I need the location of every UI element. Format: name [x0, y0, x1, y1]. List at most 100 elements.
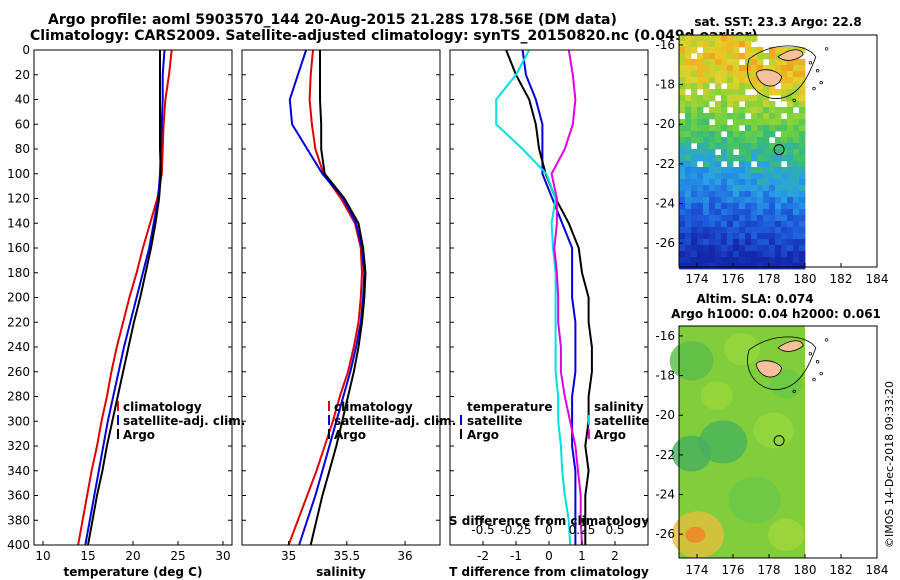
- sst-cell: [709, 161, 716, 168]
- island-viti-levu: [755, 360, 783, 378]
- sst-cell: [799, 197, 806, 204]
- y-tick-label: -24: [655, 488, 675, 502]
- sst-cell: [769, 131, 776, 138]
- sst-cell: [715, 233, 722, 240]
- sst-cell: [733, 77, 740, 84]
- sst-cell: [739, 143, 746, 150]
- sst-cell: [691, 263, 698, 270]
- sst-cell: [685, 197, 692, 204]
- sst-cell: [745, 167, 752, 174]
- sst-cell: [793, 191, 800, 198]
- sst-cell: [799, 95, 806, 102]
- sst-cell: [775, 263, 782, 270]
- sst-cell: [709, 125, 716, 132]
- sst-cell: [691, 155, 698, 162]
- sst-cell: [757, 95, 764, 102]
- sst-cell: [799, 239, 806, 246]
- sst-cell: [751, 113, 758, 120]
- sst-cell: [679, 209, 686, 216]
- sst-cell: [709, 95, 716, 102]
- sst-cell: [691, 77, 698, 84]
- sst-cell: [781, 137, 788, 144]
- sst-cell: [739, 71, 746, 78]
- sst-cell: [799, 155, 806, 162]
- sst-cell: [727, 35, 734, 42]
- sst-cell: [787, 215, 794, 222]
- island-viti-levu: [755, 69, 783, 87]
- sst-cell: [799, 59, 806, 66]
- x-tick-label: 182: [830, 563, 853, 577]
- x-tick-label: 30: [215, 549, 230, 563]
- sst-cell: [793, 119, 800, 126]
- sst-cell: [787, 203, 794, 210]
- sst-cell: [685, 167, 692, 174]
- sst-cell: [721, 53, 728, 60]
- sst-cell: [787, 209, 794, 216]
- sst-cell: [733, 131, 740, 138]
- sst-cell: [757, 53, 764, 60]
- sst-cell: [793, 113, 800, 120]
- sst-cell: [763, 251, 770, 258]
- sst-cell: [715, 47, 722, 54]
- sst-cell: [697, 263, 704, 270]
- sst-cell: [745, 263, 752, 270]
- sst-cell: [733, 89, 740, 96]
- sst-cell: [709, 221, 716, 228]
- sst-cell: [763, 257, 770, 264]
- x2-axis-label: S difference from climatology: [449, 514, 649, 528]
- sst-cell: [721, 185, 728, 192]
- y-tick-label: 140: [7, 216, 30, 230]
- sst-cell: [685, 215, 692, 222]
- sst-cell: [679, 95, 686, 102]
- sst-cell: [733, 143, 740, 150]
- sst-cell: [685, 161, 692, 168]
- sst-cell: [679, 203, 686, 210]
- sst-cell: [793, 239, 800, 246]
- sst-cell: [757, 239, 764, 246]
- sst-cell: [787, 83, 794, 90]
- sst-cell: [721, 179, 728, 186]
- series-line-s-argo: [550, 49, 583, 546]
- sst-cell: [709, 53, 716, 60]
- sst-cell: [739, 107, 746, 114]
- sst-cell: [745, 119, 752, 126]
- sst-cell: [751, 107, 758, 114]
- sst-cell: [685, 119, 692, 126]
- sst-cell: [751, 119, 758, 126]
- sst-cell: [763, 131, 770, 138]
- sst-cell: [745, 203, 752, 210]
- sst-cell: [703, 161, 710, 168]
- sst-cell: [793, 131, 800, 138]
- sst-cell: [751, 191, 758, 198]
- sst-cell: [709, 227, 716, 234]
- sst-cell: [703, 125, 710, 132]
- sst-cell: [709, 47, 716, 54]
- sst-cell: [739, 161, 746, 168]
- sst-cell: [703, 227, 710, 234]
- sst-cell: [745, 149, 752, 156]
- series-line-t-argo: [505, 49, 593, 545]
- sst-cell: [751, 203, 758, 210]
- sst-cell: [721, 77, 728, 84]
- sst-cell: [727, 131, 734, 138]
- x-tick-label: 15: [80, 549, 95, 563]
- sst-cell: [787, 251, 794, 258]
- sst-cell: [697, 131, 704, 138]
- sst-cell: [775, 251, 782, 258]
- sst-cell: [715, 239, 722, 246]
- sst-cell: [733, 185, 740, 192]
- sst-cell: [703, 203, 710, 210]
- sst-cell: [781, 167, 788, 174]
- sst-cell: [733, 251, 740, 258]
- sst-cell: [763, 233, 770, 240]
- sst-cell: [679, 119, 686, 126]
- sst-cell: [691, 167, 698, 174]
- sst-cell: [769, 239, 776, 246]
- sst-cell: [739, 179, 746, 186]
- sst-cell: [793, 101, 800, 108]
- sst-cell: [715, 59, 722, 66]
- sst-cell: [709, 89, 716, 96]
- sst-cell: [769, 203, 776, 210]
- x-tick-label: -2: [477, 549, 489, 563]
- sst-cell: [793, 215, 800, 222]
